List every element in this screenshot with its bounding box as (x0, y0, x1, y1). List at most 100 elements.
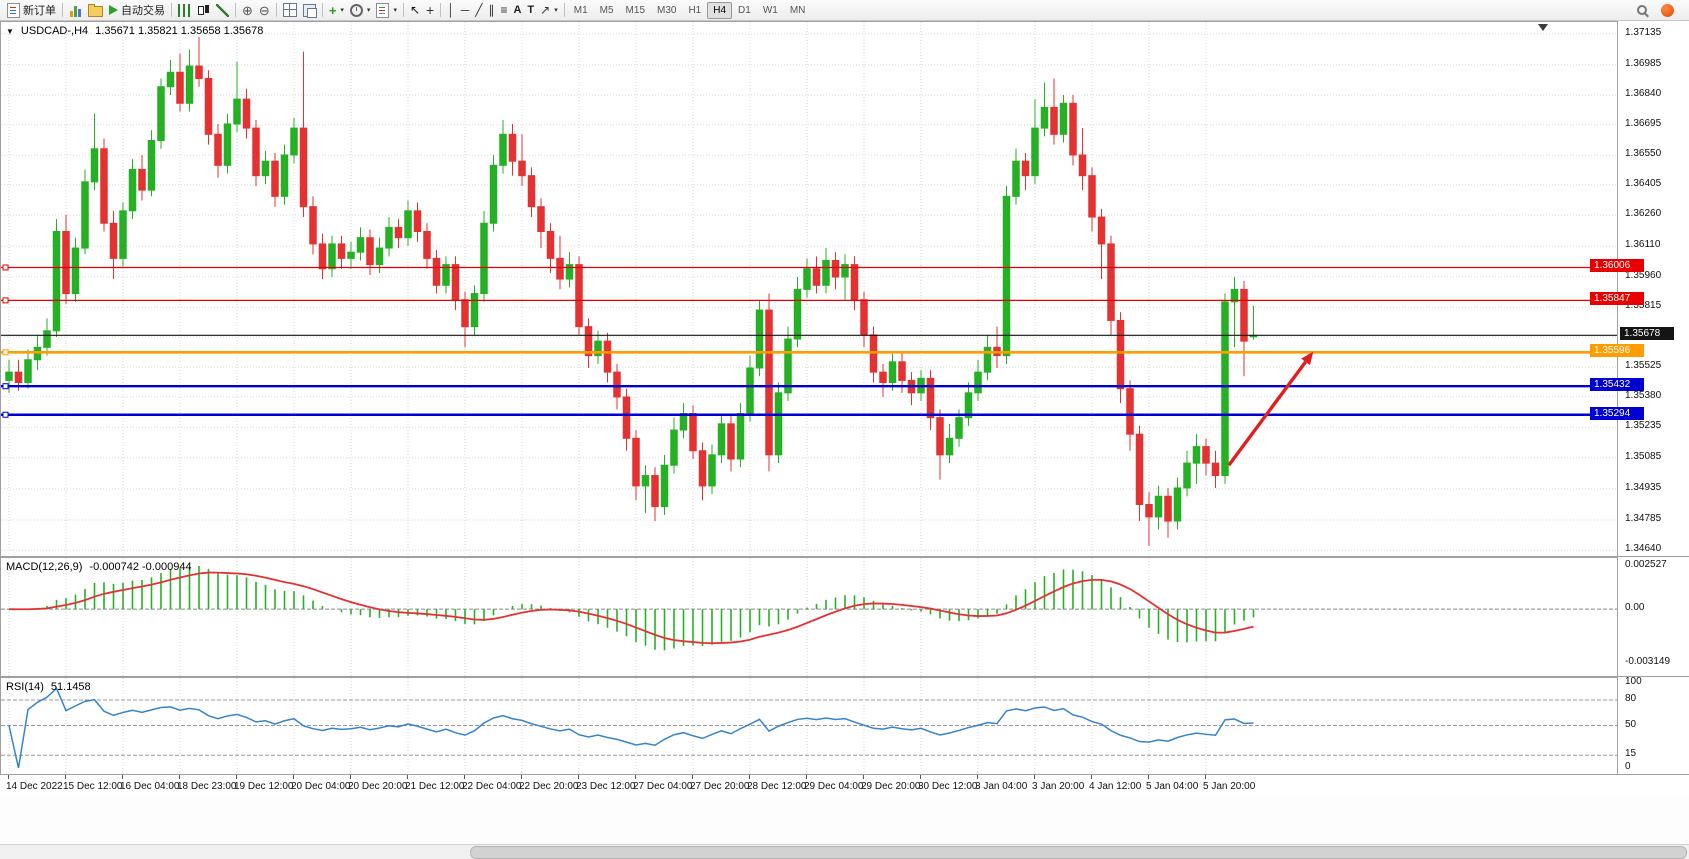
auto-trading-button[interactable]: 自动交易 (106, 1, 168, 19)
timeframe-m15-button[interactable]: M15 (625, 4, 645, 16)
new-order-button[interactable]: 新订单 (4, 1, 59, 19)
notifications-button[interactable] (1658, 1, 1677, 19)
auto-arrange-button[interactable] (300, 1, 319, 19)
zoom-out-button[interactable]: ⊖ (256, 1, 273, 19)
candle-up (385, 226, 393, 249)
candle-down (109, 222, 118, 259)
time-axis-tick (863, 775, 864, 779)
candle-down (1202, 446, 1210, 464)
candle-down (62, 231, 70, 295)
candle-down (527, 175, 536, 208)
periods-button[interactable]: ▾ (347, 1, 374, 19)
candle-down (252, 127, 260, 177)
zoom-out-icon: ⊖ (258, 2, 270, 18)
auto-trading-label: 自动交易 (121, 5, 165, 17)
macd-values: -0.000742 -0.000944 (89, 561, 192, 573)
candle-up (233, 98, 241, 125)
candlestick-chart-button[interactable] (194, 1, 213, 19)
scrollbar-handle[interactable] (470, 846, 1687, 859)
time-axis-label: 15 Dec 12:00 (63, 781, 123, 792)
timeframe-w1-button[interactable]: W1 (762, 4, 778, 16)
candle-down (1069, 102, 1077, 156)
time-axis-tick (521, 775, 522, 779)
bar-chart-button[interactable] (175, 1, 194, 19)
fibonacci-retracement-icon: ≡ (500, 2, 508, 17)
new-order-icon (7, 2, 20, 18)
equidistant-channel-button[interactable]: ∥ (485, 1, 497, 19)
time-axis-label: 30 Dec 12:00 (918, 781, 978, 792)
profiles-button[interactable] (85, 1, 106, 19)
tile-windows-button[interactable] (280, 1, 300, 19)
candle-up (1002, 195, 1011, 357)
candle-up (1012, 160, 1020, 197)
search-button[interactable] (1633, 1, 1652, 19)
templates-icon (376, 2, 390, 18)
candle-up (1154, 495, 1163, 518)
timeframe-m30-button[interactable]: M30 (657, 4, 677, 16)
time-axis[interactable]: 14 Dec 2022 15 Dec 12:00 16 Dec 04:00 18 De… (0, 775, 1618, 797)
text-button[interactable]: A (510, 1, 524, 19)
crosshair-button[interactable]: + (423, 1, 437, 19)
auto-trading-icon (109, 5, 118, 15)
price-axis-label: 1.35960 (1625, 270, 1662, 281)
candle-down (575, 264, 583, 328)
rsi-canvas[interactable] (1, 678, 1617, 774)
zoom-in-button[interactable]: ⊕ (239, 1, 256, 19)
candlestick-canvas[interactable] (1, 22, 1617, 556)
horizontal-line-button[interactable]: ─ (458, 1, 473, 19)
price-axis-label: 1.36985 (1625, 58, 1662, 70)
candle-up (71, 247, 80, 295)
price-axis-label: 1.36260 (1625, 207, 1662, 219)
time-axis-label: 20 Dec 20:00 (348, 781, 408, 792)
horizontal-scrollbar[interactable] (0, 844, 1689, 859)
profiles-icon (88, 4, 103, 17)
time-axis-tick (236, 775, 237, 779)
crosshair-icon: + (426, 1, 435, 18)
timeframe-d1-button[interactable]: D1 (738, 4, 751, 16)
vertical-line-button[interactable]: │ (444, 1, 458, 19)
toolbar-separator (402, 3, 404, 17)
candle-up (983, 346, 992, 373)
timeframe-m5-button[interactable]: M5 (599, 4, 614, 16)
timeframe-mn-button[interactable]: MN (789, 4, 806, 16)
time-axis-label: 20 Dec 04:00 (291, 781, 351, 792)
timeframe-h1-button[interactable]: H1 (688, 4, 702, 16)
cursor-button[interactable]: ↖ (407, 1, 423, 19)
fibonacci-retracement-button[interactable]: ≡ (497, 1, 510, 19)
candle-up (90, 148, 99, 183)
text-label-button[interactable]: T (524, 1, 537, 19)
time-axis-label: 18 Dec 23:00 (177, 781, 237, 792)
orange-level-line-handle (2, 349, 9, 356)
arrow-objects-button[interactable]: ↗ ▾ (537, 1, 561, 19)
timeframe-m1-button[interactable]: M1 (573, 4, 588, 16)
candle-up (774, 392, 783, 456)
candle-down (1135, 433, 1144, 506)
main-price-chart[interactable]: ▼ USDCAD-,H4 1.35671 1.35821 1.35658 1.3… (0, 21, 1618, 557)
candle-down (898, 361, 906, 381)
candle-up (1059, 102, 1068, 135)
rsi-value: 51.1458 (50, 681, 91, 693)
macd-canvas[interactable] (1, 558, 1617, 676)
toolbar-separator (171, 3, 172, 17)
macd-signal-line (8, 571, 1254, 645)
charts-button[interactable] (66, 1, 85, 19)
timeframe-h4-button[interactable]: H4 (707, 1, 733, 19)
rsi-panel[interactable]: RSI(14) 51.1458 (0, 677, 1618, 775)
add-indicator-button[interactable]: + ▾ (326, 1, 347, 19)
macd-axis: 0.002527 0.00 -0.003149 (1618, 557, 1689, 677)
orange-level-line-tag: 1.35596 (1590, 344, 1644, 358)
candle-down (508, 133, 517, 162)
rsi-title: RSI(14) 51.1458 (6, 681, 91, 693)
add-indicator-caret-icon: ▾ (340, 7, 344, 14)
price-axis[interactable]: 1.37135 1.36985 1.36840 1.36695 1.36550 1.364… (1590, 21, 1689, 557)
templates-button[interactable]: ▾ (373, 1, 400, 19)
price-axis-label: 1.37135 (1625, 27, 1662, 38)
support-line-1-handle (2, 383, 9, 390)
candle-down (936, 417, 944, 456)
line-chart-button[interactable] (213, 1, 232, 19)
one-click-trading-icon[interactable]: ▼ (6, 27, 14, 36)
line-chart-icon (216, 3, 229, 17)
candle-down (394, 226, 403, 239)
trendline-button[interactable]: ╱ (472, 1, 485, 19)
macd-panel[interactable]: MACD(12,26,9) -0.000742 -0.000944 (0, 557, 1618, 677)
